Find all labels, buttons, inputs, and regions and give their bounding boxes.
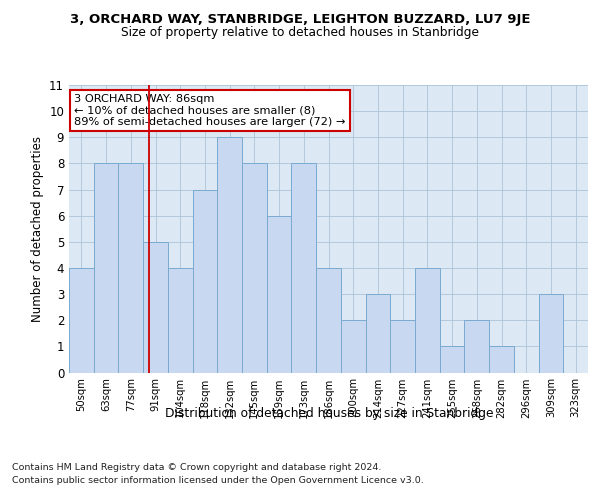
Bar (489, 346, 514, 372)
Text: Contains HM Land Registry data © Crown copyright and database right 2024.: Contains HM Land Registry data © Crown c… (12, 462, 382, 471)
Bar (267, 216, 292, 372)
Text: Size of property relative to detached houses in Stanbridge: Size of property relative to detached ho… (121, 26, 479, 39)
Text: 3 ORCHARD WAY: 86sqm
← 10% of detached houses are smaller (8)
89% of semi-detach: 3 ORCHARD WAY: 86sqm ← 10% of detached h… (74, 94, 346, 127)
Y-axis label: Number of detached properties: Number of detached properties (31, 136, 44, 322)
Text: Distribution of detached houses by size in Stanbridge: Distribution of detached houses by size … (164, 408, 493, 420)
Bar (464, 320, 489, 372)
Bar (69, 268, 94, 372)
Bar (390, 320, 415, 372)
Text: Contains public sector information licensed under the Open Government Licence v3: Contains public sector information licen… (12, 476, 424, 485)
Bar (143, 242, 168, 372)
Bar (217, 138, 242, 372)
Bar (316, 268, 341, 372)
Text: 3, ORCHARD WAY, STANBRIDGE, LEIGHTON BUZZARD, LU7 9JE: 3, ORCHARD WAY, STANBRIDGE, LEIGHTON BUZ… (70, 12, 530, 26)
Bar (118, 164, 143, 372)
Bar (193, 190, 217, 372)
Bar (94, 164, 118, 372)
Bar (440, 346, 464, 372)
Bar (539, 294, 563, 372)
Bar (292, 164, 316, 372)
Bar (242, 164, 267, 372)
Bar (341, 320, 365, 372)
Bar (415, 268, 440, 372)
Bar (168, 268, 193, 372)
Bar (365, 294, 390, 372)
